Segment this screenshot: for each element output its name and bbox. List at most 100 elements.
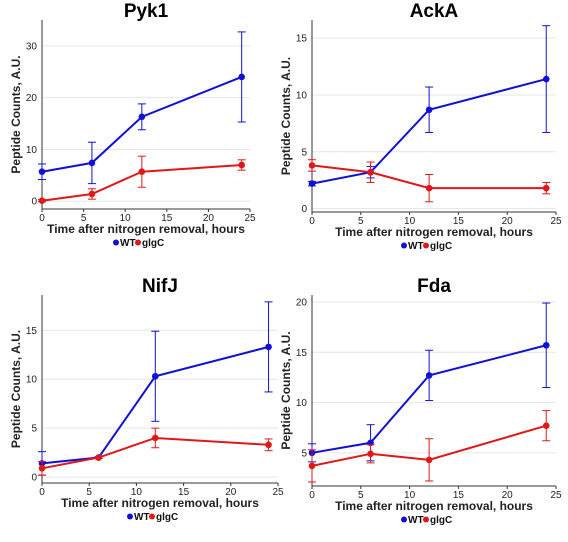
x-tick-label: 25 [550,490,562,501]
data-point [138,168,146,176]
y-tick-label: 5 [31,424,37,435]
y-tick-label: 5 [301,147,307,158]
y-tick-label: 10 [296,398,308,409]
x-tick-label: 25 [550,216,562,227]
x-axis-title: Time after nitrogen removal, hours [61,496,259,510]
series-wt [38,31,246,185]
series-line [311,424,547,467]
series-glgc [308,410,551,483]
y-tick-label: 10 [26,375,38,386]
chart-title: AckA [410,1,459,22]
x-tick-label: 10 [131,487,143,498]
y-tick-label: 0 [301,204,307,215]
y-tick-label: 15 [296,348,308,359]
y-tick-label: 10 [296,90,308,101]
y-tick-label: 0 [31,473,37,484]
series-line [41,163,242,202]
data-point [265,441,272,449]
y-tick-label: 15 [26,326,38,337]
data-point [38,168,46,176]
data-point [542,184,550,192]
chart-title: Pyk1 [124,1,169,22]
x-tick-label: 20 [502,216,514,227]
y-tick-label: 10 [26,145,38,156]
legend-label-glgc: glgC [430,241,452,252]
chart-title: Fda [417,276,451,297]
data-point [367,168,374,176]
x-tick-label: 10 [120,213,132,224]
data-point [151,372,159,380]
legend-marker-glgc [423,516,429,523]
series-line [41,76,243,173]
x-tick-label: 20 [203,213,215,224]
x-tick-label: 0 [39,213,45,224]
y-axis-title: Peptide Counts, A.U. [9,55,23,173]
data-point [95,454,102,461]
legend-marker-wt [127,513,133,520]
legend-marker-glgc [149,513,155,520]
data-point [542,341,550,349]
data-point [138,113,146,121]
y-tick-label: 20 [296,298,308,309]
legend-label-glgc: glgC [142,238,164,249]
data-point [265,343,272,351]
series-glgc [308,159,551,203]
series-line [41,345,269,465]
y-axis-title: Peptide Counts, A.U. [279,331,293,449]
x-tick-label: 20 [502,490,514,501]
legend-marker-glgc [423,242,429,249]
y-axis-title: Peptide Counts, A.U. [9,330,23,448]
data-point [38,465,46,472]
x-tick-label: 5 [81,213,87,224]
x-tick-label: 5 [358,490,364,501]
data-point [367,450,374,458]
x-tick-label: 10 [404,216,416,227]
legend-marker-glgc [135,239,141,246]
chart-panel-nifj: NifJ 0 5 10 15 0 5 10 15 20 25 Time after nitrogen … [9,276,284,523]
y-tick-label: 5 [301,448,307,459]
series-glgc [38,427,273,476]
series-line [311,78,547,185]
data-point [425,184,433,192]
chart-panel-acka: AckA 0 5 10 15 0 5 10 15 20 25 Time after nitrogen … [279,1,562,252]
series-line [311,344,547,454]
legend-marker-wt [113,239,119,246]
x-tick-label: 20 [225,487,237,498]
data-point [238,73,245,81]
data-point [425,106,433,114]
series-wt [308,25,551,187]
x-tick-label: 15 [178,487,190,498]
legend-label-wt: WT [408,515,424,526]
legend-label-wt: WT [134,512,150,523]
series-glgc [38,155,246,205]
data-point [151,434,159,442]
x-tick-label: 0 [309,216,315,227]
data-point [308,462,316,470]
x-tick-label: 0 [309,490,315,501]
data-point [88,159,96,167]
y-tick-label: 30 [26,41,38,52]
x-tick-label: 15 [453,216,465,227]
y-tick-label: 15 [296,34,308,45]
y-tick-label: 0 [31,197,37,208]
data-point [238,161,245,169]
legend-label-glgc: glgC [430,515,452,526]
legend-marker-wt [401,516,407,523]
x-axis-title: Time after nitrogen removal, hours [335,225,533,239]
chart-title: NifJ [142,276,178,297]
legend-label-glgc: glgC [156,512,178,523]
series-wt [38,301,273,476]
x-tick-label: 15 [161,213,173,224]
data-point [542,422,550,429]
x-tick-label: 25 [244,213,256,224]
legend-label-wt: WT [408,241,424,252]
x-tick-label: 10 [404,490,416,501]
data-point [425,372,433,379]
data-point [308,180,316,187]
x-tick-label: 5 [86,487,92,498]
legend-label-wt: WT [120,238,136,249]
chart-panel-fda: Fda 5 10 15 20 0 5 10 15 20 25 Time after nitrogen … [279,276,562,526]
data-point [88,190,96,198]
